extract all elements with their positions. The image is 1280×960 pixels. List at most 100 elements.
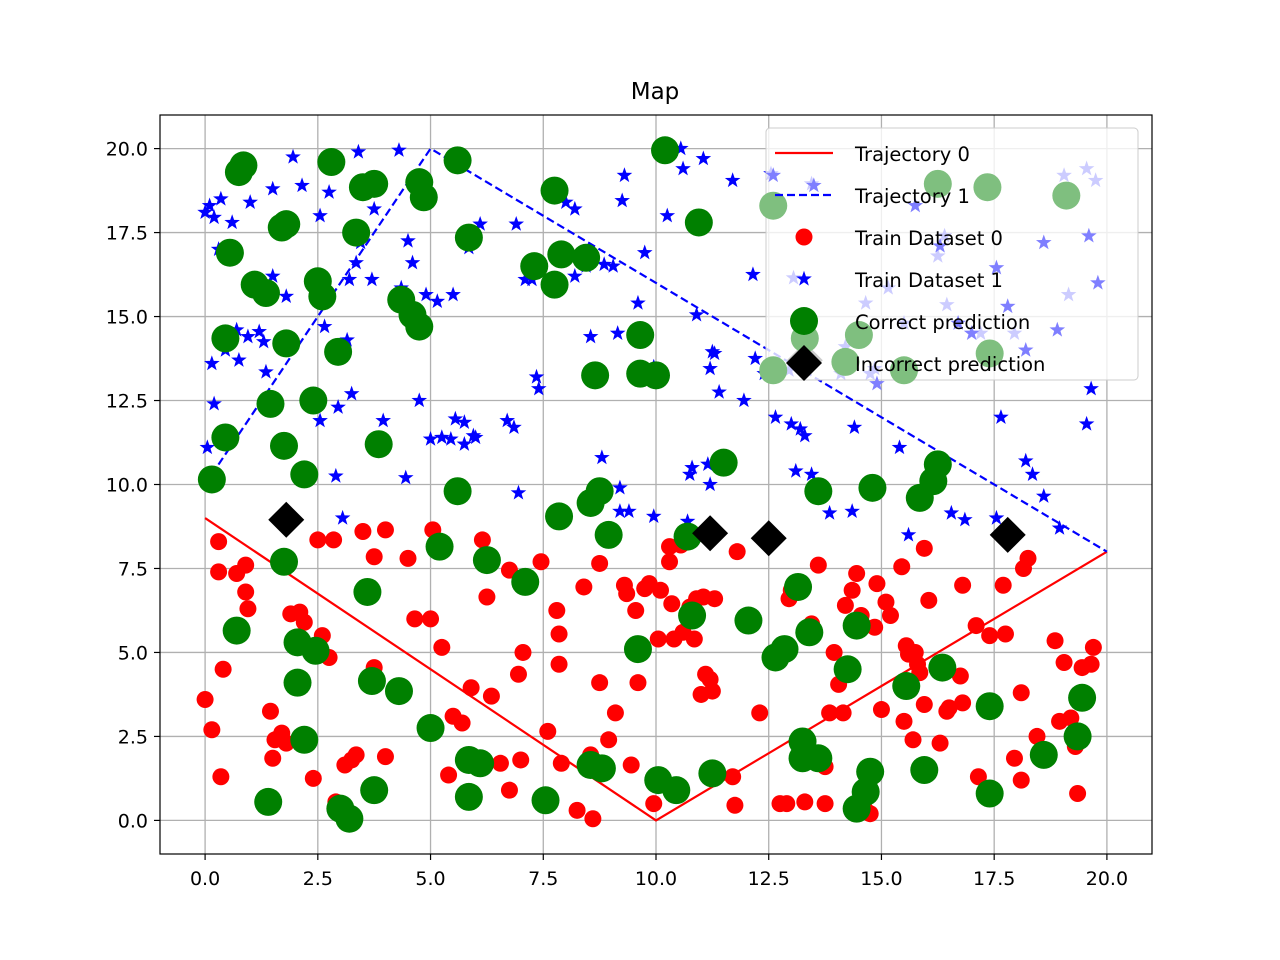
correct-prediction-point [626,321,655,350]
legend-label: Train Dataset 1 [854,269,1003,292]
train-dataset-1-point [334,509,351,525]
correct-prediction-point [923,450,952,479]
train-dataset-0-point [462,679,480,697]
correct-prediction-point [804,744,833,773]
train-dataset-1-point [508,215,525,231]
y-tick-label: 0.0 [118,810,148,832]
correct-prediction-point [384,677,413,706]
train-dataset-0-point [237,583,255,601]
train-dataset-1-point [803,466,820,482]
train-dataset-0-point [796,793,814,811]
train-dataset-1-point [950,315,966,330]
train-dataset-1-point [1035,234,1052,250]
correct-prediction-point [272,210,301,239]
correct-prediction-point [975,339,1004,368]
train-dataset-1-point [443,430,459,446]
train-dataset-1-point [400,232,416,248]
train-dataset-1-point [787,462,804,478]
train-dataset-0-point [843,581,861,599]
train-dataset-1-point [567,268,583,283]
correct-prediction-point [684,208,713,237]
legend-dot-handle [795,228,813,246]
train-dataset-0-point [473,531,491,549]
correct-prediction-point [454,782,483,811]
x-tick-label: 5.0 [415,868,445,890]
x-tick-label: 12.5 [748,868,790,890]
train-dataset-0-point [751,704,769,722]
correct-prediction-point [317,148,346,177]
train-dataset-0-point [212,768,230,786]
train-dataset-1-point [594,449,610,465]
correct-prediction-point [272,329,301,358]
correct-prediction-point [642,361,670,390]
correct-prediction-point [734,606,763,635]
trajectory-line [204,517,1108,822]
correct-prediction-point [520,252,549,281]
train-dataset-1-point [1090,274,1106,290]
train-dataset-0-point [848,565,866,583]
train-dataset-1-point [201,197,218,213]
train-dataset-0-point [325,531,343,549]
train-dataset-1-point [1049,321,1066,337]
train-dataset-0-point [1028,727,1046,745]
train-dataset-0-point [920,591,938,609]
train-dataset-0-point [836,596,854,614]
train-dataset-0-point [406,610,424,628]
y-tick-label: 20.0 [106,139,148,161]
correct-prediction-point [923,169,952,198]
correct-prediction-point [405,312,434,341]
correct-prediction-point [531,786,560,815]
correct-prediction-point [547,240,576,269]
train-dataset-1-point [702,360,718,376]
train-dataset-1-point [434,429,450,445]
correct-prediction-point [256,389,285,418]
correct-prediction-point [587,754,616,783]
correct-prediction-point [364,430,393,459]
x-tick-label: 15.0 [860,868,902,890]
incorrect-prediction-point [692,515,729,552]
train-dataset-0-point [453,714,471,732]
correct-prediction-point [211,423,240,452]
train-dataset-0-point [568,801,586,819]
train-dataset-0-point [376,521,394,539]
correct-prediction-point [1063,722,1092,751]
train-dataset-0-point [509,665,527,683]
train-dataset-1-point [1035,488,1052,503]
train-dataset-1-point [767,409,784,424]
train-dataset-1-point [348,254,364,270]
correct-prediction-point [572,243,601,272]
train-dataset-0-point [881,607,899,625]
train-dataset-1-point [999,298,1016,314]
train-dataset-1-point [343,385,360,401]
train-dataset-1-point [1078,415,1095,431]
train-dataset-0-point [1082,655,1100,673]
train-dataset-1-point [231,352,247,367]
train-dataset-1-point [612,479,628,495]
train-dataset-1-point [397,469,414,485]
train-dataset-0-point [591,554,609,572]
train-dataset-1-point [321,184,337,199]
train-dataset-1-point [258,363,274,379]
correct-prediction-point [844,321,873,350]
train-dataset-0-point [627,601,645,619]
x-tick-label: 0.0 [190,868,220,890]
train-dataset-0-point [478,588,496,606]
correct-prediction-point [357,667,386,696]
train-dataset-1-point [530,380,547,396]
train-dataset-1-point [1051,519,1068,535]
train-dataset-0-point [940,699,958,717]
train-dataset-1-point [506,419,522,435]
correct-prediction-point [975,779,1004,808]
x-tick-label: 2.5 [303,868,333,890]
correct-prediction-point [335,804,364,833]
legend-label: Trajectory 0 [854,143,970,166]
train-dataset-1-point [846,419,863,435]
train-dataset-1-point [736,392,752,408]
correct-prediction-point [858,473,887,502]
train-dataset-0-point [954,694,972,712]
train-dataset-1-point [673,140,689,156]
train-dataset-0-point [652,581,670,599]
series-layer [196,136,1108,833]
train-dataset-1-point [366,200,382,216]
